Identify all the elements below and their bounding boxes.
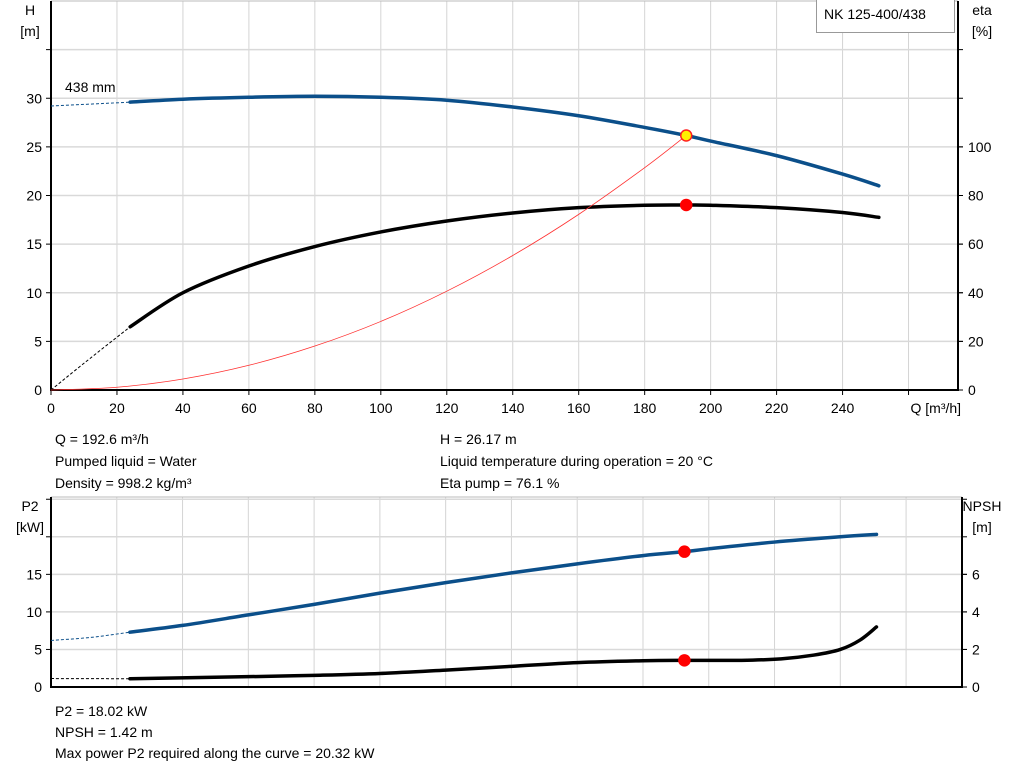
chart0-operating-point (679, 129, 693, 142)
chart0-xtick-label: 160 (567, 400, 591, 416)
chart0-xtick-label: 40 (175, 400, 191, 416)
info-max-p2: Max power P2 required along the curve = … (55, 745, 375, 761)
chart0-ytick-left-label: 0 (34, 382, 42, 398)
info-liquid: Pumped liquid = Water (55, 453, 197, 469)
chart0-xtick-label: 180 (633, 400, 657, 416)
info-eta: Eta pump = 76.1 % (440, 475, 560, 491)
chart0-ytick-left-label: 20 (26, 188, 42, 204)
chart0-xtick-label: 140 (501, 400, 525, 416)
info-temperature: Liquid temperature during operation = 20… (440, 453, 713, 469)
chart1-series-NPSH (128, 625, 879, 681)
chart0-ytick-left-label: 15 (26, 236, 42, 252)
chart1-ytick-left-label: 0 (34, 679, 42, 695)
info-flow: Q = 192.6 m³/h (55, 431, 149, 447)
info-head: H = 26.17 m (440, 431, 517, 447)
chart0-ytick-left-label: 5 (34, 333, 42, 349)
chart0-ytick-right-label: 0 (968, 382, 976, 398)
chart0-xtick-label: 20 (109, 400, 125, 416)
chart0-series-eta-extrapolated (50, 326, 131, 391)
chart0-xtick-label: 0 (47, 400, 55, 416)
chart0-series-H-extrapolated (50, 101, 131, 107)
chart0-ytick-right-label: 20 (968, 333, 984, 349)
chart0-xtick-label: 80 (307, 400, 323, 416)
chart0-xtick-label: 120 (435, 400, 459, 416)
chart1-operating-point (678, 545, 691, 558)
chart0-ytick-right-label: 80 (968, 188, 984, 204)
chart0-operating-point (679, 198, 693, 212)
chart1-ytick-right-label: 2 (972, 641, 980, 657)
chart0-ytick-right-label: 60 (968, 236, 984, 252)
chart0-xtick-label: 60 (241, 400, 257, 416)
chart0-left-axis-unit: [m] (20, 23, 39, 39)
legend-pump-model: NK 125-400/438 (816, 0, 955, 33)
chart1-series-P2 (128, 532, 879, 634)
chart0-ytick-left-label: 30 (26, 90, 42, 106)
chart0-xtick-label: 220 (765, 400, 789, 416)
chart1-ytick-right-label: 4 (972, 604, 980, 620)
chart0-series-system (50, 135, 687, 391)
chart0-right-axis-unit: [%] (972, 23, 992, 39)
chart1-right-axis-title: NPSH (963, 498, 1002, 514)
info-p2: P2 = 18.02 kW (55, 703, 148, 719)
chart1-operating-point (678, 654, 691, 667)
chart0-ytick-left-label: 25 (26, 139, 42, 155)
chart1-right-axis-unit: [m] (972, 519, 991, 535)
chart0-ytick-left-label: 10 (26, 285, 42, 301)
chart0-curve-label: 438 mm (65, 79, 116, 95)
chart1-ytick-left-label: 15 (26, 566, 42, 582)
chart1-ytick-left-label: 10 (26, 604, 42, 620)
chart0-ytick-right-label: 40 (968, 285, 984, 301)
chart1-ytick-right-label: 0 (972, 679, 980, 695)
chart0-ytick-right-label: 100 (968, 139, 992, 155)
chart1-left-axis-title: P2 (21, 498, 38, 514)
chart0-xtick-label: 100 (369, 400, 393, 416)
chart0-series-H (128, 94, 881, 188)
chart0-series-eta (128, 203, 881, 329)
chart1-ytick-right-label: 6 (972, 566, 980, 582)
chart0-right-axis-title: eta (972, 2, 992, 18)
chart1-series-P2-extrapolated (50, 631, 130, 641)
chart0-x-axis-label: Q [m³/h] (911, 400, 962, 416)
chart0-xtick-label: 200 (699, 400, 723, 416)
chart0-left-axis-title: H (25, 2, 35, 18)
chart1-left-axis-unit: [kW] (16, 519, 44, 535)
chart0-xtick-label: 240 (831, 400, 855, 416)
chart1-ytick-left-label: 5 (34, 641, 42, 657)
info-density: Density = 998.2 kg/m³ (55, 475, 192, 491)
info-npsh: NPSH = 1.42 m (55, 724, 153, 740)
